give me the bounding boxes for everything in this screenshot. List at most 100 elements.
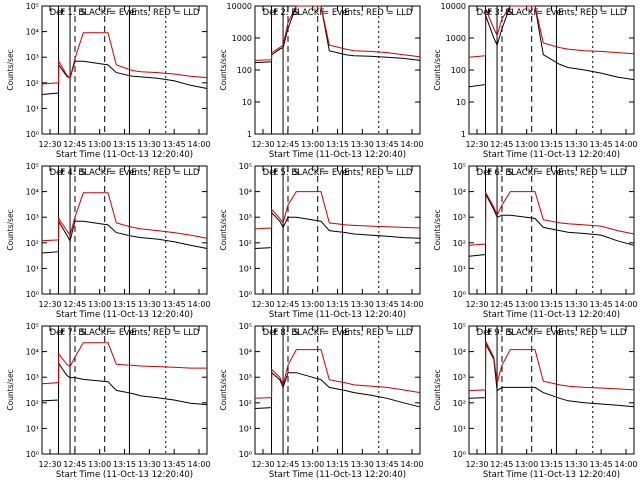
y-tick-label: 10³ [26, 213, 39, 222]
x-tick-label: 14:00 [614, 140, 637, 149]
x-axis-label: Start Time (11-Oct-13 12:20:40) [269, 310, 406, 320]
y-tick-label: 10² [453, 399, 466, 408]
x-tick-label: 13:00 [88, 140, 111, 149]
plot-frame [41, 325, 208, 455]
marker-label: E [131, 8, 137, 18]
marker-label: S [80, 8, 86, 18]
y-axis-label: Counts/sec [219, 209, 228, 250]
series-line-lld [468, 341, 635, 392]
x-tick-label: 12:45 [276, 300, 299, 309]
y-tick-label: 10⁵ [239, 322, 252, 331]
marker-label: F [106, 328, 111, 338]
y-tick-label: 10³ [453, 373, 466, 382]
y-axis-label: Counts/sec [6, 369, 15, 410]
x-tick-label: 12:30 [38, 140, 61, 149]
y-tick-label: 100 [237, 66, 252, 75]
x-tick-label: 13:45 [376, 460, 399, 469]
y-tick-label: 10⁵ [239, 162, 252, 171]
x-tick-label: 13:00 [301, 460, 324, 469]
x-tick-label: 12:45 [490, 300, 513, 309]
y-tick-label: 10⁰ [26, 290, 39, 299]
x-tick-label: 13:15 [113, 140, 136, 149]
marker-label: F [106, 168, 111, 178]
x-tick-label: 13:30 [351, 300, 374, 309]
y-tick-label: 10¹ [26, 264, 39, 273]
x-tick-label: 13:15 [540, 300, 563, 309]
y-tick-label: 10⁰ [453, 290, 466, 299]
y-tick-label: 1000 [446, 34, 466, 43]
x-tick-label: 14:00 [400, 300, 423, 309]
y-tick-label: 10⁴ [453, 188, 466, 197]
marker-label: E [344, 8, 350, 18]
marker-label: F [319, 328, 324, 338]
marker-label: S [293, 328, 299, 338]
plot-frame [41, 5, 208, 135]
x-tick-label: 13:00 [88, 460, 111, 469]
series-line-events [254, 211, 421, 249]
x-tick-label: 13:45 [376, 140, 399, 149]
x-tick-label: 13:15 [326, 460, 349, 469]
x-tick-label: 13:00 [301, 300, 324, 309]
y-tick-label: 10³ [239, 213, 252, 222]
plot-frame [468, 5, 635, 135]
x-tick-label: 12:30 [251, 460, 274, 469]
x-tick-label: 13:15 [540, 460, 563, 469]
panel-title: Det 6: BLACK = Events, RED = LLD [477, 168, 627, 178]
series-line-lld [468, 190, 635, 246]
marker-label: S [507, 168, 513, 178]
y-axis-label: Counts/sec [6, 49, 15, 90]
series-line-lld [254, 191, 421, 230]
x-tick-label: 14:00 [614, 300, 637, 309]
marker-label: F [60, 168, 65, 178]
y-tick-label: 10⁵ [453, 162, 466, 171]
y-tick-label: 10 [456, 98, 466, 107]
x-tick-label: 13:00 [301, 140, 324, 149]
y-tick-label: 100 [451, 66, 466, 75]
marker-label: E [558, 8, 564, 18]
x-axis-label: Start Time (11-Oct-13 12:20:40) [56, 310, 193, 320]
x-tick-label: 13:45 [376, 300, 399, 309]
x-tick-label: 12:30 [38, 460, 61, 469]
y-tick-label: 10⁰ [239, 290, 252, 299]
y-tick-label: 10⁰ [453, 450, 466, 459]
plot-frame [468, 325, 635, 455]
panel-title: Det 5: BLACK = Events, RED = LLD [263, 168, 413, 178]
y-tick-label: 10⁴ [26, 348, 39, 357]
series-line-events [468, 5, 635, 88]
y-tick-label: 10² [26, 399, 39, 408]
x-tick-label: 12:45 [63, 300, 86, 309]
marker-label: F [319, 168, 324, 178]
marker-label: S [293, 8, 299, 18]
x-axis-label: Start Time (11-Oct-13 12:20:40) [269, 150, 406, 160]
x-tick-label: 13:45 [590, 140, 613, 149]
marker-label: F [533, 168, 538, 178]
marker-label: F [273, 168, 278, 178]
panel-title: Det 4: BLACK = Events, RED = LLD [50, 168, 200, 178]
y-axis-label: Counts/sec [433, 209, 442, 250]
y-axis-label: Counts/sec [219, 49, 228, 90]
panel-title: Det 3: BLACK = Events, RED = LLD [477, 8, 627, 18]
y-tick-label: 10⁵ [453, 322, 466, 331]
marker-label: F [60, 328, 65, 338]
series-line-lld [41, 342, 207, 385]
y-tick-label: 10 [242, 98, 252, 107]
y-tick-label: 10¹ [239, 424, 252, 433]
marker-label: E [344, 168, 350, 178]
plot-frame [254, 165, 421, 295]
x-tick-label: 12:45 [63, 140, 86, 149]
y-tick-label: 10⁴ [453, 348, 466, 357]
x-axis-label: Start Time (11-Oct-13 12:20:40) [483, 310, 620, 320]
x-tick-label: 13:15 [113, 460, 136, 469]
x-tick-label: 14:00 [400, 140, 423, 149]
y-tick-label: 10000 [441, 2, 466, 11]
y-tick-label: 1 [461, 130, 466, 139]
series-line-events [468, 343, 635, 408]
y-tick-label: 10² [239, 399, 252, 408]
x-tick-label: 12:30 [38, 300, 61, 309]
y-tick-label: 10² [453, 239, 466, 248]
series-line-events [468, 193, 635, 257]
